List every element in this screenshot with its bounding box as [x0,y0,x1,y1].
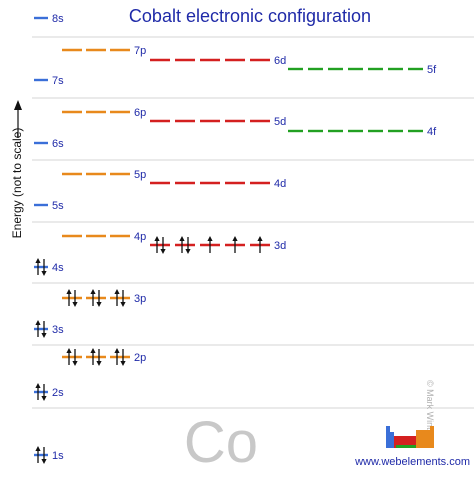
energy-arrow-head-icon [14,100,22,110]
electron-3p-2-up-icon [90,289,96,294]
electron-3p-2-down-icon [96,302,102,307]
electron-3s-1-down-icon [41,333,47,338]
electron-3d-5-up-icon [257,236,263,241]
electron-3d-2-down-icon [185,249,191,254]
orbital-label-3p: 3p [134,293,146,305]
diagram-title: Cobalt electronic configuration [128,6,372,26]
orbital-label-4f: 4f [427,126,437,138]
electron-1s-1-up-icon [35,446,41,451]
electron-2p-1-down-icon [72,361,78,366]
electron-4s-1-up-icon [35,258,41,263]
orbital-label-3s: 3s [52,324,64,336]
electron-1s-1-down-icon [41,459,47,464]
orbital-label-2p: 2p [134,352,146,364]
electron-3d-2-up-icon [179,236,185,241]
electron-4s-1-down-icon [41,271,47,276]
website-link[interactable]: www.webelements.com [355,456,470,468]
electron-2p-3-down-icon [120,361,126,366]
electron-2s-1-down-icon [41,396,47,401]
electron-2s-1-up-icon [35,383,41,388]
y-axis-label: Energy (not to scale) [10,127,24,239]
electron-3p-3-down-icon [120,302,126,307]
orbital-label-4s: 4s [52,262,64,274]
electron-2p-1-up-icon [66,348,72,353]
orbital-label-5d: 5d [274,116,286,128]
orbital-label-6d: 6d [274,55,286,67]
orbital-label-2s: 2s [52,387,64,399]
electron-3d-3-up-icon [207,236,213,241]
periodic-table-logo-icon [386,426,434,448]
orbital-label-5p: 5p [134,169,146,181]
orbital-label-5s: 5s [52,200,64,212]
orbital-label-1s: 1s [52,450,64,462]
electron-2p-3-up-icon [114,348,120,353]
orbital-label-7s: 7s [52,75,64,87]
electron-3s-1-up-icon [35,320,41,325]
orbital-label-5f: 5f [427,64,437,76]
orbital-label-4d: 4d [274,178,286,190]
electron-3p-3-up-icon [114,289,120,294]
electron-3d-1-down-icon [160,249,166,254]
electron-3p-1-down-icon [72,302,78,307]
element-symbol: Co [183,410,259,475]
orbital-label-6p: 6p [134,107,146,119]
credit-text: © Mark Winter [425,380,435,438]
orbital-label-8s: 8s [52,13,64,25]
electron-3p-1-up-icon [66,289,72,294]
orbital-label-7p: 7p [134,45,146,57]
orbital-label-6s: 6s [52,138,64,150]
electron-2p-2-up-icon [90,348,96,353]
electron-3d-1-up-icon [154,236,160,241]
electron-3d-4-up-icon [232,236,238,241]
orbital-label-4p: 4p [134,231,146,243]
electron-2p-2-down-icon [96,361,102,366]
orbital-label-3d: 3d [274,240,286,252]
